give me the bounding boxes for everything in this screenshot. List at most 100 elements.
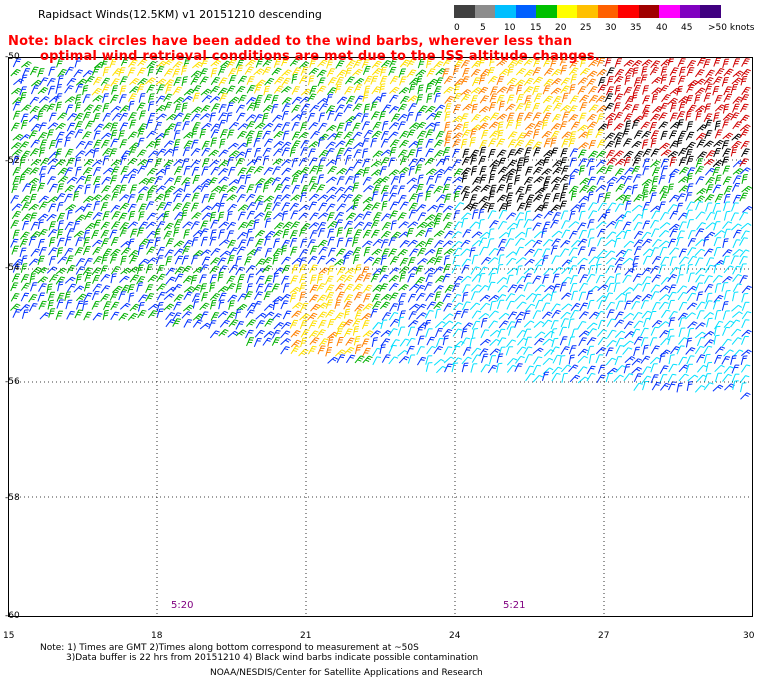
wind-barb (380, 157, 390, 166)
wind-barb (598, 77, 606, 87)
wind-barb (308, 141, 320, 148)
wind-barb (326, 124, 337, 132)
wind-barb (262, 58, 273, 67)
wind-barb (182, 113, 192, 122)
wind-barb (28, 236, 37, 246)
scale-label-40: 40 (656, 23, 668, 33)
wind-barb (586, 345, 594, 356)
wind-barb (496, 247, 506, 256)
wind-barb (47, 165, 56, 175)
wind-barb (57, 256, 68, 264)
wind-barb (624, 167, 635, 176)
wind-barb (352, 247, 362, 256)
wind-barb (470, 363, 478, 373)
wind-barb (604, 209, 611, 220)
wind-barb (542, 182, 549, 193)
wind-barb (192, 92, 200, 103)
wind-barb (110, 105, 122, 113)
wind-barb (685, 209, 693, 219)
wind-barb (218, 176, 229, 184)
wind-barb (739, 158, 749, 167)
wind-barb (713, 237, 722, 247)
lon-label-27: 27 (598, 631, 610, 641)
wind-barb (156, 273, 166, 282)
wind-barb (372, 121, 382, 131)
wind-barb (372, 284, 383, 292)
wind-barb (127, 284, 135, 294)
wind-barb (452, 139, 461, 148)
wind-barb (631, 263, 638, 273)
wind-barb (183, 140, 193, 149)
wind-barb (56, 299, 64, 309)
wind-barb (658, 201, 666, 211)
wind-barb (424, 319, 432, 330)
wind-barb (451, 345, 461, 355)
wind-barb (588, 140, 597, 150)
wind-barb (307, 255, 318, 265)
wind-barb (101, 254, 108, 265)
wind-barb (523, 176, 534, 186)
wind-barb (577, 222, 587, 231)
wind-barb (659, 294, 670, 301)
wind-barb (83, 237, 90, 247)
wind-barb (210, 312, 220, 321)
wind-barb (550, 245, 558, 255)
wind-barb (11, 87, 22, 95)
wind-barb (487, 238, 495, 248)
wind-barb (695, 105, 706, 113)
wind-barb (732, 194, 741, 204)
wind-barb (55, 159, 66, 167)
wind-barb (192, 185, 203, 193)
wind-barb (64, 66, 74, 76)
wind-barb (407, 239, 418, 248)
wind-barb (469, 194, 478, 204)
wind-barb (641, 238, 652, 247)
wind-barb (343, 319, 354, 327)
wind-barb (739, 237, 748, 246)
wind-barb (317, 228, 326, 238)
wind-barb (93, 219, 102, 229)
wind-barb (508, 326, 516, 336)
wind-barb (388, 192, 397, 202)
wind-barb (65, 104, 74, 114)
wind-barb (532, 213, 543, 222)
wind-barb (399, 76, 407, 86)
wind-barb (317, 221, 327, 231)
wind-barb (550, 291, 557, 302)
wind-barb (299, 313, 310, 321)
wind-barb (362, 176, 372, 186)
wind-barb (55, 148, 62, 159)
wind-barb (272, 300, 279, 311)
wind-barb (28, 258, 40, 266)
wind-barb (273, 212, 284, 220)
wind-barb (695, 132, 707, 141)
wind-barb (615, 292, 626, 301)
wind-barb (676, 111, 686, 120)
wind-barb (361, 59, 370, 69)
wind-barb (370, 219, 380, 229)
wind-barb (271, 329, 281, 339)
wind-barb (586, 290, 594, 301)
wind-barb (316, 274, 324, 284)
wind-barb (309, 284, 319, 294)
wind-barb (498, 174, 508, 183)
wind-barb (433, 285, 444, 293)
wind-barb (334, 211, 344, 221)
wind-barb (128, 59, 138, 68)
wind-barb (676, 230, 685, 240)
wind-barb (308, 222, 320, 230)
wind-barb (525, 373, 535, 382)
wind-barb (667, 328, 674, 339)
wind-barb (236, 246, 246, 255)
wind-barb (704, 194, 715, 203)
wind-barb (262, 104, 274, 113)
wind-barb (578, 337, 587, 347)
wind-barb (208, 149, 219, 157)
wind-barb (57, 237, 65, 247)
wind-barb (433, 86, 442, 95)
wind-barb (705, 257, 715, 267)
wind-barb (218, 299, 225, 310)
wind-barb (687, 374, 699, 382)
wind-barb (182, 121, 190, 131)
wind-barb (407, 149, 416, 159)
